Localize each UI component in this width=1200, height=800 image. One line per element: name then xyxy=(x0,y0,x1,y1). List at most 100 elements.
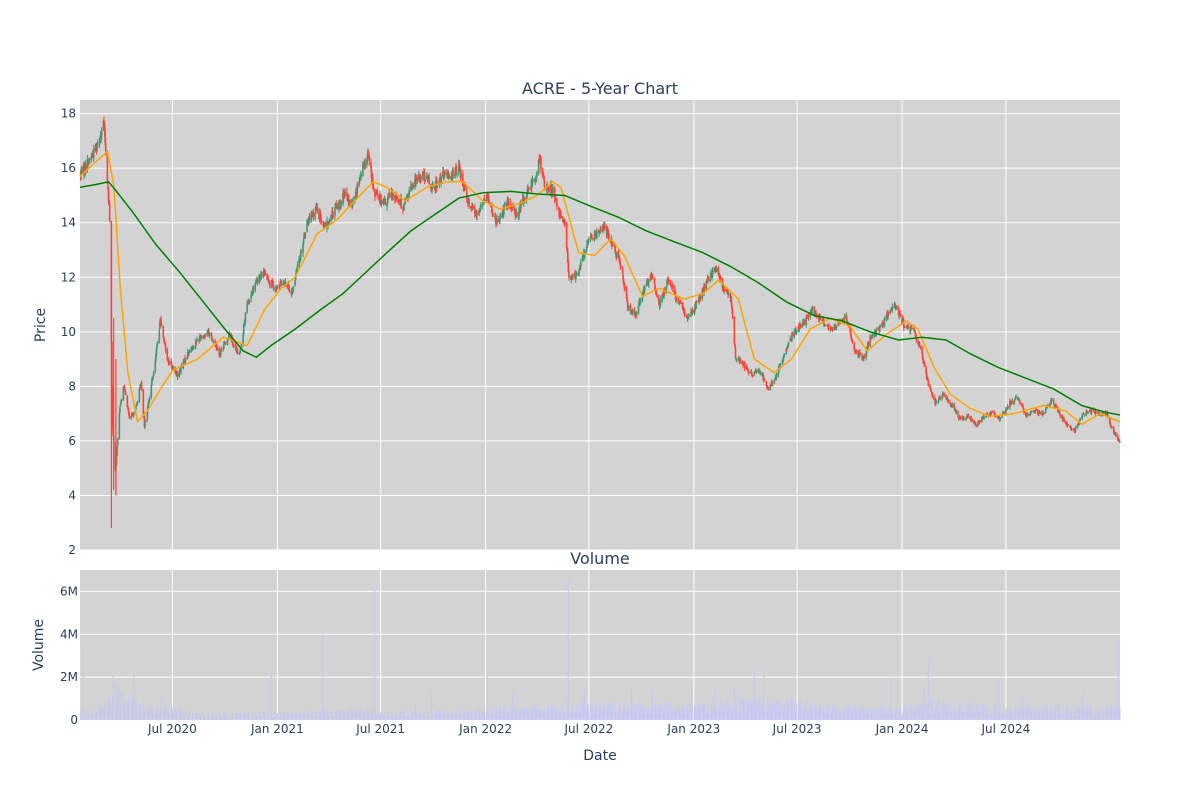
volume-tick-label: 4M xyxy=(60,627,78,641)
volume-bar xyxy=(252,713,254,720)
volume-bar xyxy=(116,693,118,720)
volume-bar xyxy=(448,710,450,720)
candle-body xyxy=(575,273,578,277)
candle-body xyxy=(733,318,736,344)
volume-bar xyxy=(1119,707,1121,720)
volume-bar xyxy=(178,710,180,720)
candle-body xyxy=(637,305,640,314)
candle-body xyxy=(989,413,991,417)
candle-body xyxy=(454,174,456,177)
candle-body xyxy=(797,327,800,332)
volume-bar xyxy=(1075,707,1077,720)
volume-bar xyxy=(1045,709,1047,720)
volume-bar xyxy=(171,707,173,720)
volume-bar xyxy=(183,715,185,720)
volume-bar xyxy=(125,711,127,720)
candle-body xyxy=(447,173,449,175)
volume-bar xyxy=(1061,714,1063,720)
candle-body xyxy=(734,343,736,347)
volume-bar xyxy=(1081,705,1083,720)
candle-body xyxy=(1067,424,1069,426)
volume-bar xyxy=(197,711,199,720)
volume-bar xyxy=(390,714,392,720)
volume-bar xyxy=(540,710,542,720)
volume-bar xyxy=(622,708,624,720)
volume-bar xyxy=(798,701,800,720)
volume-bar xyxy=(492,714,494,720)
volume-bar xyxy=(141,714,143,720)
volume-bar xyxy=(874,714,876,720)
candle-body xyxy=(408,190,410,195)
volume-bar xyxy=(845,711,847,720)
volume-bar xyxy=(1043,705,1045,720)
volume-bar xyxy=(850,713,852,720)
volume-bar xyxy=(1098,713,1100,720)
candle-body xyxy=(945,397,948,399)
candle-body xyxy=(653,278,656,284)
candle-body xyxy=(823,324,826,326)
volume-bar xyxy=(578,710,580,720)
volume-bar xyxy=(1066,710,1068,720)
candle-body xyxy=(200,335,203,339)
volume-bar xyxy=(779,704,781,720)
price-axis-title: Price xyxy=(33,308,49,342)
volume-bar xyxy=(1019,709,1021,720)
volume-bar xyxy=(300,711,302,720)
volume-bar xyxy=(748,699,750,720)
volume-bar xyxy=(843,707,845,720)
volume-bar xyxy=(833,711,835,720)
volume-bar xyxy=(961,711,963,720)
volume-bar xyxy=(97,710,99,720)
volume-bar xyxy=(639,703,641,720)
candle-body xyxy=(122,386,125,401)
volume-bar xyxy=(954,707,956,720)
volume-bar xyxy=(166,708,168,720)
candle-body xyxy=(767,388,770,390)
volume-bar xyxy=(814,710,816,720)
volume-bar xyxy=(945,704,947,720)
candle-body xyxy=(319,213,321,215)
volume-bar xyxy=(483,710,485,720)
candle-body xyxy=(599,230,602,233)
volume-bar xyxy=(847,704,849,720)
candle-body xyxy=(1090,409,1093,413)
volume-bar xyxy=(193,713,195,720)
volume-bar xyxy=(834,705,836,720)
candle-body xyxy=(503,210,505,215)
candle-body xyxy=(259,276,262,280)
candle-body xyxy=(843,320,845,322)
volume-bar xyxy=(1109,712,1111,720)
candle-body xyxy=(164,343,167,351)
candle-body xyxy=(464,186,466,190)
candle-body xyxy=(127,406,129,410)
volume-bar xyxy=(230,715,232,720)
volume-bar xyxy=(794,711,796,720)
candle-body xyxy=(774,377,777,380)
volume-bar xyxy=(582,702,584,720)
volume-bar xyxy=(747,713,749,720)
candle-body xyxy=(774,379,776,381)
volume-bar xyxy=(187,710,189,720)
candle-body xyxy=(1027,414,1029,416)
volume-bar xyxy=(993,714,995,720)
volume-bar xyxy=(211,714,213,720)
volume-bar xyxy=(740,704,742,720)
volume-bar xyxy=(328,712,330,720)
volume-bar xyxy=(699,703,701,720)
volume-bar xyxy=(271,717,273,720)
volume-bar xyxy=(120,708,122,720)
volume-bar xyxy=(171,714,173,720)
candle-body xyxy=(307,217,310,224)
volume-bar xyxy=(206,715,208,720)
candle-body xyxy=(934,402,937,406)
volume-bar xyxy=(151,713,153,720)
candle-body xyxy=(561,215,564,222)
candle-body xyxy=(118,413,121,439)
volume-bar xyxy=(251,717,253,720)
volume-bar xyxy=(718,710,720,720)
volume-bar xyxy=(440,709,442,720)
volume-bar xyxy=(882,705,884,720)
candle-body xyxy=(354,196,356,200)
volume-bar xyxy=(454,713,456,720)
volume-bar xyxy=(801,710,803,720)
